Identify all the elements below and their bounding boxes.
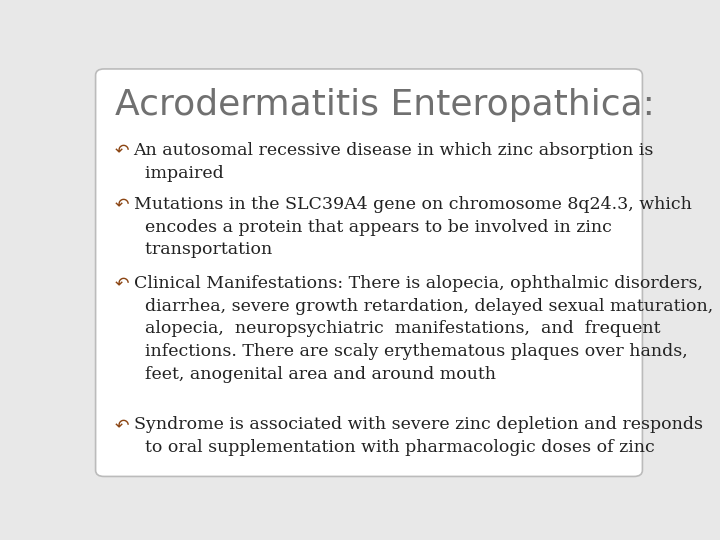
Text: ↶: ↶ xyxy=(115,416,130,434)
Text: ↶: ↶ xyxy=(115,275,130,293)
Text: An autosomal recessive disease in which zinc absorption is
  impaired: An autosomal recessive disease in which … xyxy=(133,141,654,181)
Text: Acrodermatitis Enteropathica:: Acrodermatitis Enteropathica: xyxy=(115,87,655,122)
Text: ↶: ↶ xyxy=(115,196,130,214)
Text: Mutations in the SLC39A4 gene on chromosome 8q24.3, which
  encodes a protein th: Mutations in the SLC39A4 gene on chromos… xyxy=(133,196,691,259)
Text: Clinical Manifestations: There is alopecia, ophthalmic disorders,
  diarrhea, se: Clinical Manifestations: There is alopec… xyxy=(133,275,713,383)
FancyBboxPatch shape xyxy=(96,69,642,476)
Text: Syndrome is associated with severe zinc depletion and responds
  to oral supplem: Syndrome is associated with severe zinc … xyxy=(133,416,703,456)
Text: ↶: ↶ xyxy=(115,141,130,160)
